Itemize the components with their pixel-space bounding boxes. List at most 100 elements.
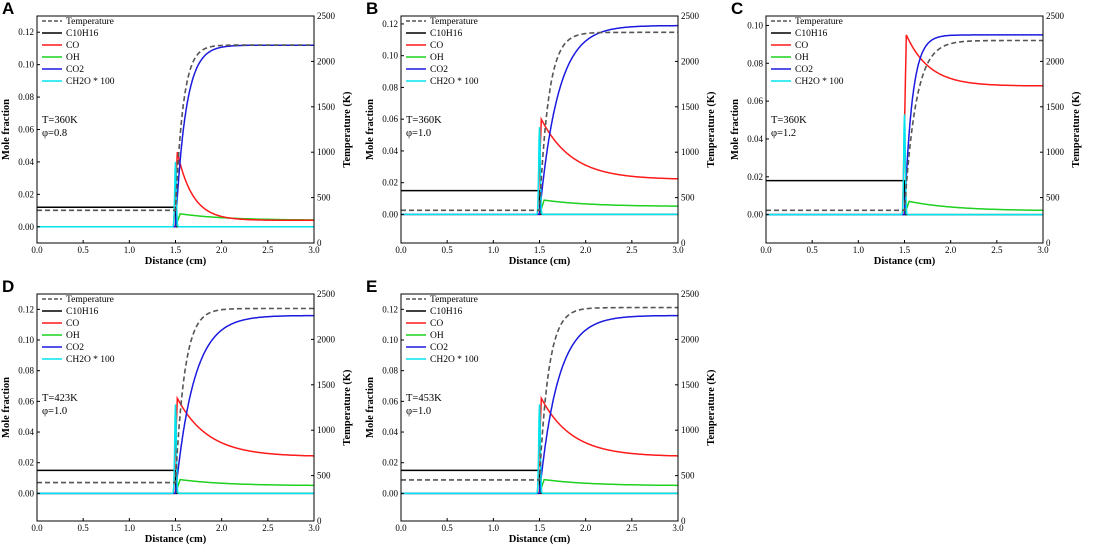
panel-d: D 0.0 0.5 1.0 1.5 2.0 2.5 3.0 0.00 0.02 0.04 0.06 0.… (0, 277, 364, 555)
series-group (401, 306, 678, 495)
legend-label-oh: OH (430, 53, 444, 63)
series-group (37, 307, 314, 495)
y2-tick-label: 2000 (681, 334, 700, 344)
condition-temperature: T=360K (771, 115, 807, 126)
legend-label-c10h16: C10H16 (66, 29, 98, 39)
legend-label-temperature: Temperature (795, 17, 843, 27)
series-temperature (37, 44, 314, 212)
y-tick-label: 0.08 (18, 366, 34, 376)
condition-equivalence-ratio: φ=1.2 (771, 128, 796, 139)
chart-svg: C 0.0 0.5 1.0 1.5 2.0 2.5 3.0 0.00 0.02 0.04 0.06 0.… (730, 0, 1082, 267)
legend-label-oh: OH (430, 331, 444, 341)
y-tick-label: 0.12 (18, 304, 34, 314)
condition-equivalence-ratio: φ=0.8 (42, 128, 67, 139)
legend-label-ch2o-100: CH2O * 100 (66, 355, 115, 365)
y2-tick-label: 500 (1046, 193, 1060, 203)
y-tick-label: 0.08 (747, 58, 763, 68)
x-axis-label: Distance (cm) (145, 256, 207, 267)
x-tick-label: 1.5 (170, 523, 182, 533)
legend-label-co: CO (66, 319, 79, 329)
x-tick-label: 2.5 (626, 245, 638, 255)
series-temperature (766, 39, 1043, 212)
y2-axis-label: Temperature (K) (706, 369, 717, 446)
y-tick-label: 0.00 (18, 222, 34, 232)
legend-label-co2: CO2 (430, 343, 448, 353)
condition-equivalence-ratio: φ=1.0 (406, 406, 431, 417)
panel-label: B (366, 0, 378, 18)
y-axis-label: Mole fraction (1, 377, 12, 438)
y2-tick-label: 500 (317, 471, 331, 481)
y-tick-label: 0.02 (382, 178, 398, 188)
condition-temperature: T=453K (406, 393, 442, 404)
x-tick-label: 1.0 (853, 245, 865, 255)
series-temperature (401, 31, 678, 212)
y-tick-label: 0.04 (747, 134, 763, 144)
x-axis-label: Distance (cm) (509, 534, 571, 545)
chart-svg: A 0.0 0.5 1.0 1.5 2.0 2.5 3.0 0.00 0.02 0.04 0.06 0.… (1, 0, 353, 267)
condition-equivalence-ratio: φ=1.0 (406, 128, 431, 139)
y-tick-label: 0.06 (382, 114, 398, 124)
y2-axis-label: Temperature (K) (342, 91, 353, 168)
y2-tick-label: 2500 (317, 11, 336, 21)
y-tick-label: 0.00 (382, 488, 398, 498)
panel-b: B 0.0 0.5 1.0 1.5 2.0 2.5 3.0 0.00 0.02 0.04 0.06 0.… (364, 0, 728, 277)
y2-tick-label: 1500 (681, 102, 700, 112)
y-tick-label: 0.06 (18, 125, 34, 135)
legend-label-ch2o-100: CH2O * 100 (430, 77, 479, 87)
series-ch2o-100 (401, 127, 678, 216)
y2-tick-label: 2000 (1046, 56, 1065, 66)
y-tick-label: 0.04 (382, 427, 398, 437)
x-tick-label: 2.0 (945, 245, 957, 255)
x-tick-label: 1.0 (488, 245, 500, 255)
x-tick-label: 2.5 (626, 523, 638, 533)
x-tick-label: 0.0 (395, 523, 407, 533)
x-tick-label: 2.0 (216, 523, 228, 533)
series-ch2o-100 (37, 404, 314, 495)
legend-label-co2: CO2 (430, 65, 448, 75)
chart-svg: B 0.0 0.5 1.0 1.5 2.0 2.5 3.0 0.00 0.02 0.04 0.06 0.… (365, 0, 717, 267)
y-tick-label: 0.02 (747, 172, 763, 182)
y2-tick-label: 0 (681, 516, 686, 526)
y2-tick-label: 500 (681, 193, 695, 203)
y2-tick-label: 1500 (317, 102, 336, 112)
chart-svg: D 0.0 0.5 1.0 1.5 2.0 2.5 3.0 0.00 0.02 0.04 0.06 0.… (1, 277, 353, 545)
condition-temperature: T=360K (42, 115, 78, 126)
y2-tick-label: 1000 (681, 147, 700, 157)
y2-tick-label: 500 (681, 471, 695, 481)
y-tick-label: 0.06 (747, 96, 763, 106)
panel-c: C 0.0 0.5 1.0 1.5 2.0 2.5 3.0 0.00 0.02 0.04 0.06 0.… (729, 0, 1093, 277)
y2-tick-label: 1500 (1046, 102, 1065, 112)
legend-label-temperature: Temperature (430, 295, 478, 305)
x-tick-label: 2.5 (262, 245, 274, 255)
y-tick-label: 0.10 (747, 20, 763, 30)
y2-tick-label: 0 (1046, 238, 1051, 248)
x-tick-label: 0.0 (760, 245, 772, 255)
legend-label-ch2o-100: CH2O * 100 (795, 77, 844, 87)
y2-tick-label: 500 (317, 193, 331, 203)
x-tick-label: 0.0 (31, 245, 43, 255)
x-tick-label: 3.0 (672, 245, 684, 255)
y-tick-label: 0.06 (382, 396, 398, 406)
legend-label-co: CO (430, 41, 443, 51)
x-tick-label: 0.5 (807, 245, 819, 255)
x-tick-label: 2.5 (262, 523, 274, 533)
panel-a: A 0.0 0.5 1.0 1.5 2.0 2.5 3.0 0.00 0.02 0.04 0.06 0.… (0, 0, 364, 277)
x-tick-label: 1.0 (488, 523, 500, 533)
series-group (766, 34, 1043, 216)
x-tick-label: 3.0 (672, 523, 684, 533)
condition-temperature: T=360K (406, 115, 442, 126)
legend-label-oh: OH (795, 53, 809, 63)
y2-tick-label: 0 (317, 516, 322, 526)
y-tick-label: 0.00 (747, 210, 763, 220)
panel-label: C (731, 0, 743, 18)
series-temperature (37, 307, 314, 484)
y2-tick-label: 0 (317, 238, 322, 248)
legend-label-c10h16: C10H16 (430, 29, 462, 39)
y-tick-label: 0.00 (382, 209, 398, 219)
x-tick-label: 1.5 (534, 245, 546, 255)
panel-label: E (366, 277, 377, 296)
legend-label-temperature: Temperature (66, 17, 114, 27)
x-tick-label: 2.0 (580, 245, 592, 255)
x-tick-label: 1.0 (124, 245, 136, 255)
x-axis-label: Distance (cm) (509, 256, 571, 267)
